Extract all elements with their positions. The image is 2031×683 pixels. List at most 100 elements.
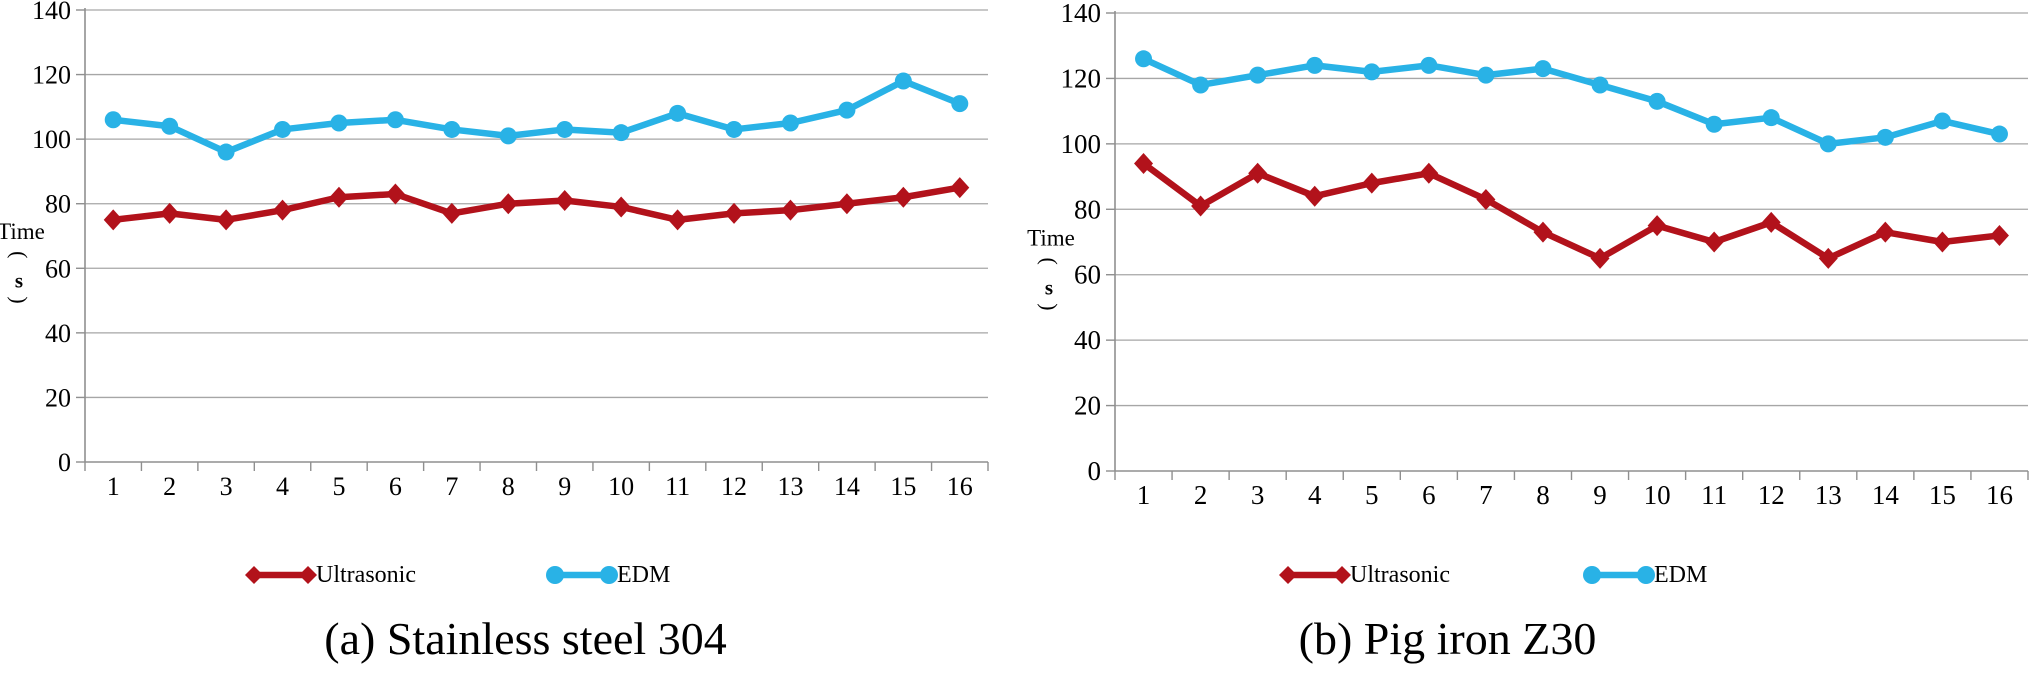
circle-marker-icon xyxy=(1306,56,1324,74)
diamond-marker-icon xyxy=(1191,195,1211,217)
diamond-marker-icon xyxy=(1533,221,1553,243)
x-tick-labels: 1 2 3 4 5 6 7 8 9 10 11 12 13 14 15 16 xyxy=(107,472,973,501)
circle-marker-icon xyxy=(1819,135,1837,153)
y-axis-title: Time (s) xyxy=(1027,225,1075,310)
circle-marker-icon xyxy=(161,117,179,135)
caption-b: (b) Pig iron Z30 xyxy=(1298,613,1597,664)
diamond-marker-icon xyxy=(103,209,123,231)
legend-item-edm: EDM xyxy=(544,552,670,598)
diamond-marker-icon xyxy=(1875,221,1895,243)
x-tick-label: 11 xyxy=(1701,480,1727,510)
x-tick-label: 10 xyxy=(608,472,634,501)
legend-sample-ultrasonic-icon xyxy=(245,566,317,584)
y-tick-label: 0 xyxy=(58,448,71,477)
y-tick-labels: 0 20 40 60 80 100 120 140 xyxy=(1061,0,1102,486)
y-tick-label: 120 xyxy=(1061,63,1102,93)
legend-label-ultrasonic: Ultrasonic xyxy=(316,561,416,588)
circle-marker-icon xyxy=(1876,128,1894,146)
legend-item-edm: EDM xyxy=(1581,552,1707,598)
diamond-marker-icon xyxy=(1279,566,1297,584)
diamond-marker-icon xyxy=(1419,162,1439,184)
svg-text:): ) xyxy=(7,296,32,303)
gridlines xyxy=(85,9,988,399)
series-ultrasonic-markers xyxy=(1134,152,2009,269)
x-tick-label: 5 xyxy=(1365,480,1379,510)
circle-marker-icon xyxy=(443,120,461,138)
y-tick-marks xyxy=(1106,12,1115,472)
y-tick-label: 140 xyxy=(1061,0,1102,28)
x-tick-label: 14 xyxy=(834,472,860,501)
circle-marker-icon xyxy=(1534,60,1552,78)
diamond-marker-icon xyxy=(724,202,744,224)
circle-marker-icon xyxy=(330,114,348,132)
caption-a: (a) Stainless steel 304 xyxy=(324,613,727,664)
x-tick-label: 4 xyxy=(1308,480,1322,510)
legend-label-edm: EDM xyxy=(1654,561,1708,588)
circle-marker-icon xyxy=(217,143,235,161)
x-tick-label: 16 xyxy=(947,472,973,501)
circle-marker-icon xyxy=(1637,566,1655,584)
circle-marker-icon xyxy=(1249,66,1267,84)
diamond-marker-icon xyxy=(1704,231,1724,253)
circle-marker-icon xyxy=(612,124,630,142)
y-tick-label: 140 xyxy=(32,0,71,25)
y-tick-label: 80 xyxy=(45,190,71,219)
x-tick-label: 12 xyxy=(1758,480,1785,510)
y-axis-title: Time (s) xyxy=(0,219,45,303)
x-tick-label: 10 xyxy=(1644,480,1671,510)
diamond-marker-icon xyxy=(780,199,800,221)
circle-marker-icon xyxy=(1705,115,1723,133)
circle-marker-icon xyxy=(1420,56,1438,74)
y-tick-label: 100 xyxy=(32,125,71,154)
svg-text:(: ( xyxy=(1037,258,1062,265)
svg-text:Time: Time xyxy=(0,219,45,244)
circle-marker-icon xyxy=(546,566,564,584)
legend-label-edm: EDM xyxy=(617,561,671,588)
y-tick-label: 100 xyxy=(1061,129,1102,159)
circle-marker-icon xyxy=(1591,76,1609,94)
x-tick-label: 1 xyxy=(1137,480,1151,510)
circle-marker-icon xyxy=(499,127,517,145)
x-tick-labels: 1 2 3 4 5 6 7 8 9 10 11 12 13 14 15 16 xyxy=(1137,480,2013,510)
x-tick-label: 2 xyxy=(163,472,176,501)
diamond-marker-icon xyxy=(1248,162,1268,184)
circle-marker-icon xyxy=(1648,92,1666,110)
circle-marker-icon xyxy=(1192,76,1210,94)
x-tick-label: 5 xyxy=(332,472,345,501)
series-edm-line xyxy=(109,77,964,156)
diamond-marker-icon xyxy=(442,202,462,224)
x-tick-label: 13 xyxy=(777,472,803,501)
diamond-marker-icon xyxy=(1647,215,1667,237)
x-tick-marks xyxy=(84,462,989,471)
circle-marker-icon xyxy=(894,72,912,90)
y-tick-label: 20 xyxy=(1074,391,1101,421)
diamond-marker-icon xyxy=(893,186,913,208)
diamond-marker-icon xyxy=(1305,185,1325,207)
diamond-marker-icon xyxy=(216,209,236,231)
x-tick-label: 1 xyxy=(107,472,120,501)
series-edm-markers xyxy=(104,72,969,161)
circle-marker-icon xyxy=(1990,125,2008,143)
diamond-marker-icon xyxy=(1134,152,1154,174)
diamond-marker-icon xyxy=(329,186,349,208)
x-tick-label: 7 xyxy=(445,472,458,501)
diamond-marker-icon xyxy=(245,566,263,584)
diamond-marker-icon xyxy=(611,196,631,218)
x-tick-label: 2 xyxy=(1194,480,1208,510)
diamond-marker-icon xyxy=(299,566,317,584)
x-tick-label: 6 xyxy=(389,472,402,501)
chart-a-block: 0 20 40 60 80 100 120 140 1 2 3 4 5 6 7 8 9 10 11 12 13 14 15 1… xyxy=(0,0,1015,683)
circle-marker-icon xyxy=(725,120,743,138)
x-tick-label: 8 xyxy=(1536,480,1550,510)
x-tick-label: 8 xyxy=(502,472,515,501)
legend-label-ultrasonic: Ultrasonic xyxy=(1350,561,1450,588)
circle-marker-icon xyxy=(951,95,969,113)
circle-marker-icon xyxy=(386,111,404,129)
y-tick-label: 120 xyxy=(32,61,71,90)
diamond-marker-icon xyxy=(950,177,970,199)
diamond-marker-icon xyxy=(1989,224,2009,246)
legend-a: Ultrasonic EDM xyxy=(0,552,1015,598)
x-tick-label: 6 xyxy=(1422,480,1436,510)
legend-sample-edm-icon xyxy=(1583,566,1655,584)
